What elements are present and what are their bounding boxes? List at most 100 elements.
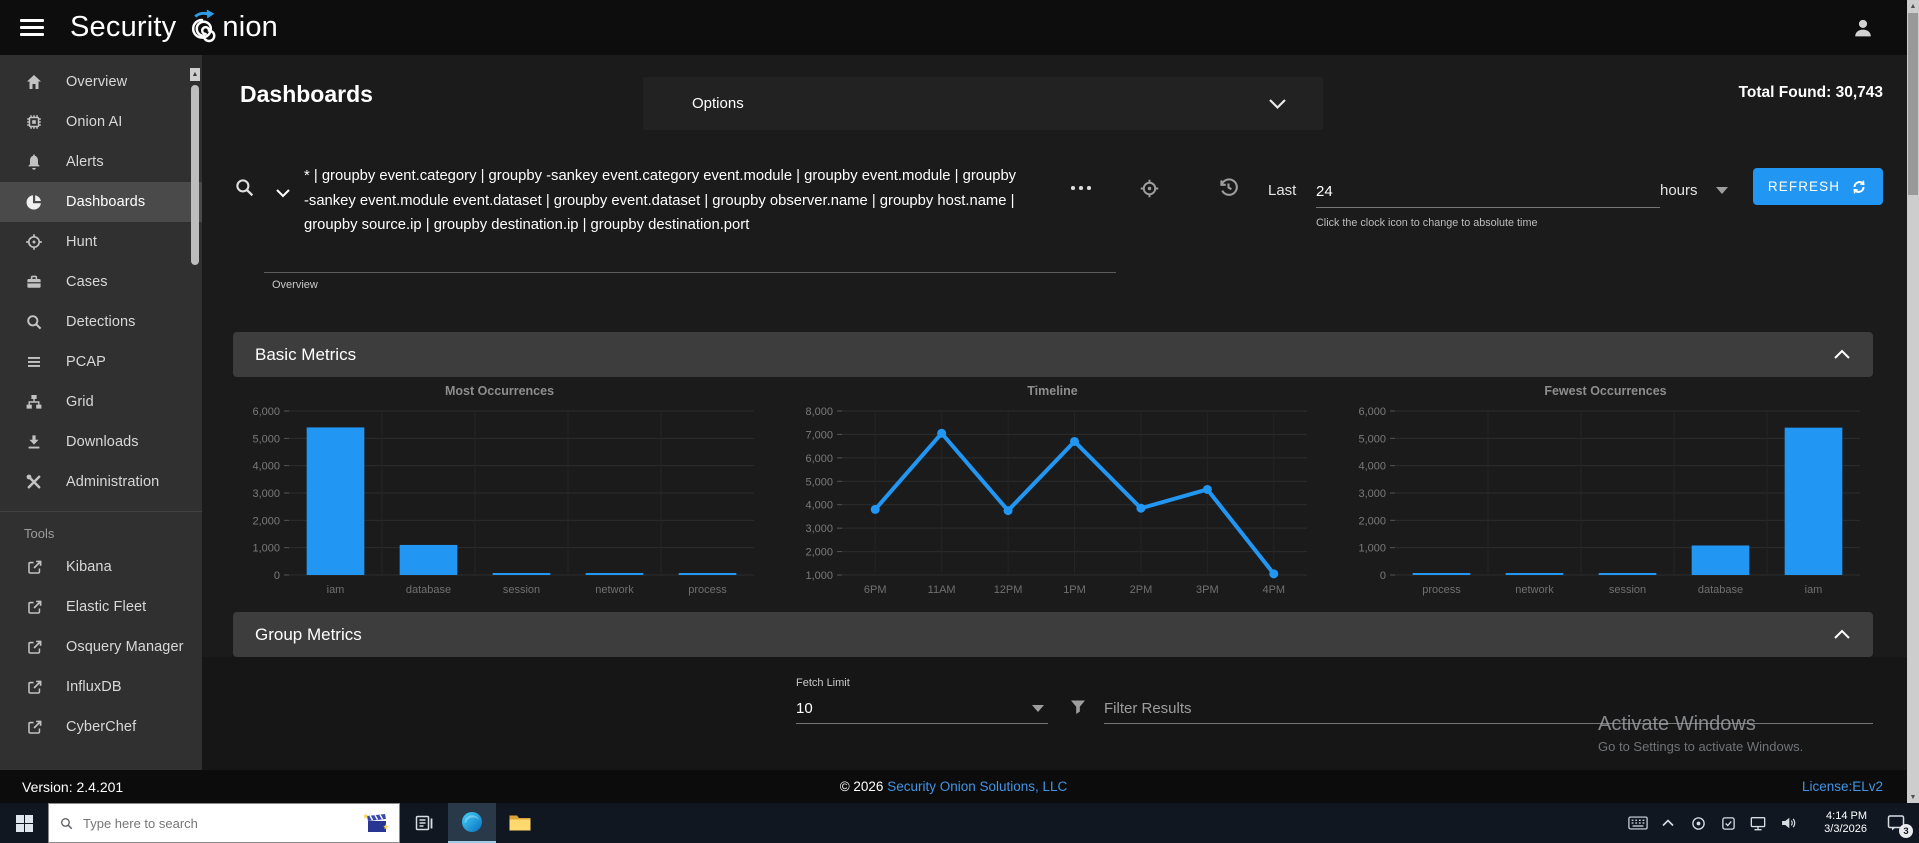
task-view-button[interactable] [400,803,448,843]
activate-windows-watermark: Activate Windows Go to Settings to activ… [1598,713,1804,754]
svg-text:1,000: 1,000 [1358,543,1386,555]
sidebar-scrollbar[interactable]: ▲ [190,65,200,760]
sidebar-item-osquery-manager[interactable]: Osquery Manager [0,627,202,667]
chevron-down-icon [1268,98,1287,110]
svg-text:network: network [595,584,634,596]
search-query-input[interactable]: * | groupby event.category | groupby -sa… [304,168,1017,233]
charts-row: Most Occurrences 0 1,000 2,000 3,000 4,000 5,… [233,384,1873,601]
scroll-up-arrow[interactable]: ▲ [1909,2,1917,10]
last-label: Last [1268,182,1297,199]
query-chevron-down-icon[interactable] [275,188,291,198]
onion-spiral-icon [183,7,221,49]
taskbar-search-input[interactable] [83,815,354,831]
sidebar-item-cases[interactable]: Cases [0,262,202,302]
svg-text:5,000: 5,000 [252,433,280,445]
system-tray: 4:14 PM 3/3/2026 3 [1623,803,1919,843]
app-top-bar: Security nion [0,0,1907,55]
external-link-icon [23,678,45,697]
svg-text:4,000: 4,000 [252,461,280,473]
tray-app-icon[interactable] [1713,803,1743,843]
sidebar-item-administration[interactable]: Administration [0,462,202,502]
chart-title: Most Occurrences [444,384,555,398]
taskbar-clock[interactable]: 4:14 PM 3/3/2026 [1803,810,1873,836]
sidebar-item-elastic-fleet[interactable]: Elastic Fleet [0,587,202,627]
show-hidden-icons-chevron[interactable] [1653,803,1683,843]
fetch-limit-label: Fetch Limit [796,677,850,689]
window-scrollbar[interactable]: ▲ ▼ [1907,0,1919,803]
filter-results-input[interactable] [1104,693,1873,724]
svg-text:2,000: 2,000 [252,515,280,527]
network-icon[interactable] [1743,803,1773,843]
app-footer: Version: 2.4.201 © 2026 Security Onion S… [0,770,1907,803]
sidebar-item-downloads[interactable]: Downloads [0,422,202,462]
basic-metrics-header[interactable]: Basic Metrics [233,332,1873,377]
options-dropdown[interactable]: Options [643,77,1323,130]
bell-icon [23,152,45,172]
action-center-button[interactable]: 3 [1873,803,1919,843]
sidebar-item-kibana[interactable]: Kibana [0,547,202,587]
tools-section-header: Tools [24,526,55,541]
sidebar-item-pcap[interactable]: PCAP [0,342,202,382]
svg-text:4,000: 4,000 [805,500,833,512]
start-button[interactable] [0,803,48,843]
tray-app-icon[interactable] [1683,803,1713,843]
svg-text:2,000: 2,000 [805,547,833,559]
history-clock-icon[interactable] [1216,175,1241,200]
group-metrics-header[interactable]: Group Metrics [233,612,1873,657]
query-underline [264,272,1116,273]
crosshair-icon[interactable] [1138,177,1161,200]
download-icon [23,432,45,452]
company-link[interactable]: Security Onion Solutions, LLC [887,779,1068,794]
options-label: Options [692,95,744,112]
sidebar-item-hunt[interactable]: Hunt [0,222,202,262]
chevron-up-icon[interactable] [1833,349,1851,360]
refresh-button[interactable]: REFRESH [1753,168,1883,205]
triangle-down-icon [1032,704,1044,712]
copyright-text: © 2026 Security Onion Solutions, LLC [839,779,1068,794]
refresh-icon [1853,179,1865,194]
fetch-limit-select[interactable]: 10 [796,693,1048,724]
filter-funnel-icon[interactable] [1068,697,1088,717]
bar-chart: 0 1,000 2,000 3,000 4,000 5,000 6,000 process ne… [1339,401,1872,601]
notification-icon [1887,815,1905,831]
scrollbar-thumb[interactable] [1908,13,1918,195]
license-link[interactable]: License:ELv2 [1801,779,1883,794]
touch-keyboard-icon[interactable] [1623,803,1653,843]
more-options-icon[interactable] [1071,186,1091,190]
clock-time: 4:14 PM [1826,810,1867,822]
svg-text:6,000: 6,000 [252,406,280,418]
sidebar-divider [0,511,202,512]
file-explorer-button[interactable] [496,803,544,843]
chevron-up-icon[interactable] [1833,629,1851,640]
scrollbar-thumb[interactable] [191,85,199,265]
sidebar-item-influxdb[interactable]: InfluxDB [0,667,202,707]
taskbar-search-box[interactable] [48,803,400,843]
sidebar-item-onion-ai[interactable]: Onion AI [0,102,202,142]
scroll-up-arrow[interactable]: ▲ [190,68,200,81]
edge-browser-button[interactable] [448,803,496,843]
menu-icon[interactable] [20,15,44,40]
sidebar-item-overview[interactable]: Overview [0,62,202,102]
svg-text:12PM: 12PM [994,584,1023,596]
svg-text:session: session [1609,584,1646,596]
sidebar-item-cyberchef[interactable]: CyberChef [0,707,202,747]
sidebar-item-dashboards[interactable]: Dashboards [0,182,202,222]
svg-text:process: process [1422,584,1461,596]
sidebar-item-alerts[interactable]: Alerts [0,142,202,182]
svg-text:2,000: 2,000 [1358,515,1386,527]
svg-text:1,000: 1,000 [252,543,280,555]
svg-text:network: network [1515,584,1554,596]
scroll-down-arrow[interactable]: ▼ [1909,793,1917,801]
windows-taskbar: 4:14 PM 3/3/2026 3 [0,803,1919,843]
duration-input[interactable] [1316,175,1660,208]
version-text: Version: 2.4.201 [22,778,124,795]
external-link-icon [23,558,45,577]
user-avatar-icon[interactable] [1851,16,1875,40]
dashboard-view-label[interactable]: Overview [272,279,318,291]
sidebar-item-grid[interactable]: Grid [0,382,202,422]
sidebar-item-detections[interactable]: Detections [0,302,202,342]
svg-text:0: 0 [274,570,280,582]
units-select[interactable]: hours [1660,182,1728,199]
main-content: Dashboards Options Total Found: 30,743 *… [202,55,1907,770]
volume-icon[interactable] [1773,803,1803,843]
